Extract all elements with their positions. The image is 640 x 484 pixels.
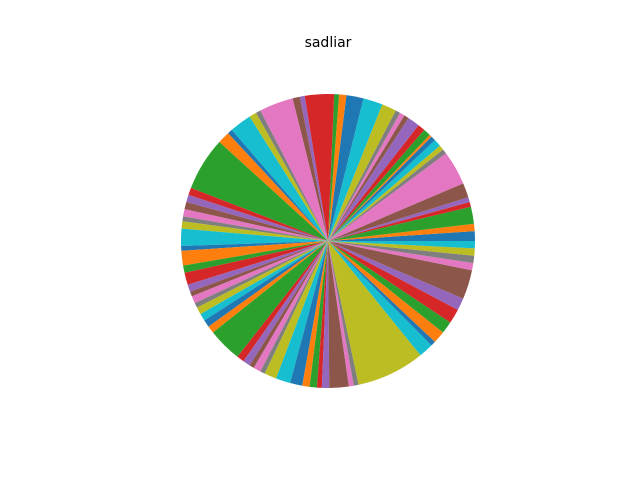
- pie-slice: [328, 241, 432, 356]
- pie-slice: [328, 110, 401, 241]
- pie-slice: [208, 241, 328, 333]
- pie-slice: [328, 241, 451, 333]
- pie-slice: [328, 241, 475, 264]
- pie-slice: [304, 94, 335, 241]
- pie-slice: [264, 241, 328, 379]
- pie-slice: [328, 98, 383, 241]
- pie-slice: [328, 241, 475, 249]
- pie-slice: [328, 115, 409, 241]
- pie-slice: [328, 145, 444, 241]
- pie-slice: [191, 241, 328, 304]
- pie-slice: [328, 241, 444, 342]
- pie-slice: [328, 241, 435, 346]
- pie-slice: [184, 201, 328, 241]
- pie-slice: [328, 134, 432, 241]
- pie-slice: [180, 228, 328, 246]
- pie-slice: [228, 129, 328, 241]
- pie-slice: [328, 94, 347, 241]
- pie-slice: [328, 241, 349, 388]
- pie-slice: [181, 241, 328, 251]
- pie-slice: [328, 223, 475, 241]
- pie-slice: [194, 241, 328, 308]
- pie-slice: [292, 96, 328, 241]
- pie-slice: [328, 206, 474, 241]
- pie-slice: [328, 104, 396, 241]
- pie-slice: [187, 241, 328, 292]
- pie-slice: [328, 241, 458, 323]
- pie-slice: [184, 241, 328, 285]
- pie-slice: [328, 140, 440, 241]
- pie-slice: [328, 95, 364, 241]
- pie-slice: [231, 116, 328, 241]
- pie-slice: [328, 125, 425, 241]
- pie-slice: [328, 136, 435, 241]
- pie-slice: [196, 241, 328, 315]
- pie-slice: [328, 241, 421, 385]
- pie-slice: [260, 241, 328, 374]
- pie-slice: [237, 241, 328, 362]
- pie-slice: [190, 141, 328, 241]
- pie-slice: [328, 183, 469, 241]
- pie-slice: [249, 112, 328, 242]
- chart-title: sadliar: [305, 35, 352, 51]
- pie-slice: [299, 95, 328, 241]
- pie-slice: [328, 118, 419, 241]
- pie-slice: [212, 241, 328, 357]
- pie-slice: [186, 194, 328, 241]
- pie-slice: [181, 241, 328, 266]
- pie-slice: [253, 241, 328, 372]
- pie-slice: [182, 216, 328, 241]
- pie-slice: [328, 94, 340, 241]
- pie-slice: [290, 241, 328, 386]
- pie-slice: [328, 241, 354, 387]
- pie-slice: [328, 241, 473, 299]
- pie-slice: [328, 201, 471, 241]
- pie-slice: [328, 197, 470, 241]
- pie-slice: [328, 149, 447, 241]
- pie-slice: [243, 241, 328, 366]
- pie-slice: [328, 241, 475, 256]
- pie-slice: [204, 241, 328, 327]
- pie-slice: [316, 241, 328, 388]
- pie-slice: [190, 241, 328, 297]
- pie-slice: [328, 241, 464, 310]
- pie-slice: [183, 241, 328, 273]
- pie-slice: [181, 221, 328, 241]
- pie-slice: [188, 187, 328, 241]
- pie-slice: [328, 129, 430, 241]
- pie-slice: [276, 241, 328, 384]
- pie-slice: [328, 153, 464, 241]
- pie-slice: [200, 241, 328, 321]
- pie-slice: [321, 241, 330, 389]
- pie-slice: [328, 112, 405, 242]
- pie-slice: [328, 241, 474, 271]
- pie-slice: [219, 133, 328, 241]
- pie-slice: [309, 241, 328, 388]
- pie-slice: [255, 110, 328, 241]
- pie-slice: [260, 98, 328, 241]
- pie-slice: [328, 241, 359, 386]
- pie-slice: [183, 209, 328, 241]
- pie-slice: [302, 241, 328, 387]
- pie-slice: [328, 231, 475, 241]
- pie-slice: [249, 241, 328, 368]
